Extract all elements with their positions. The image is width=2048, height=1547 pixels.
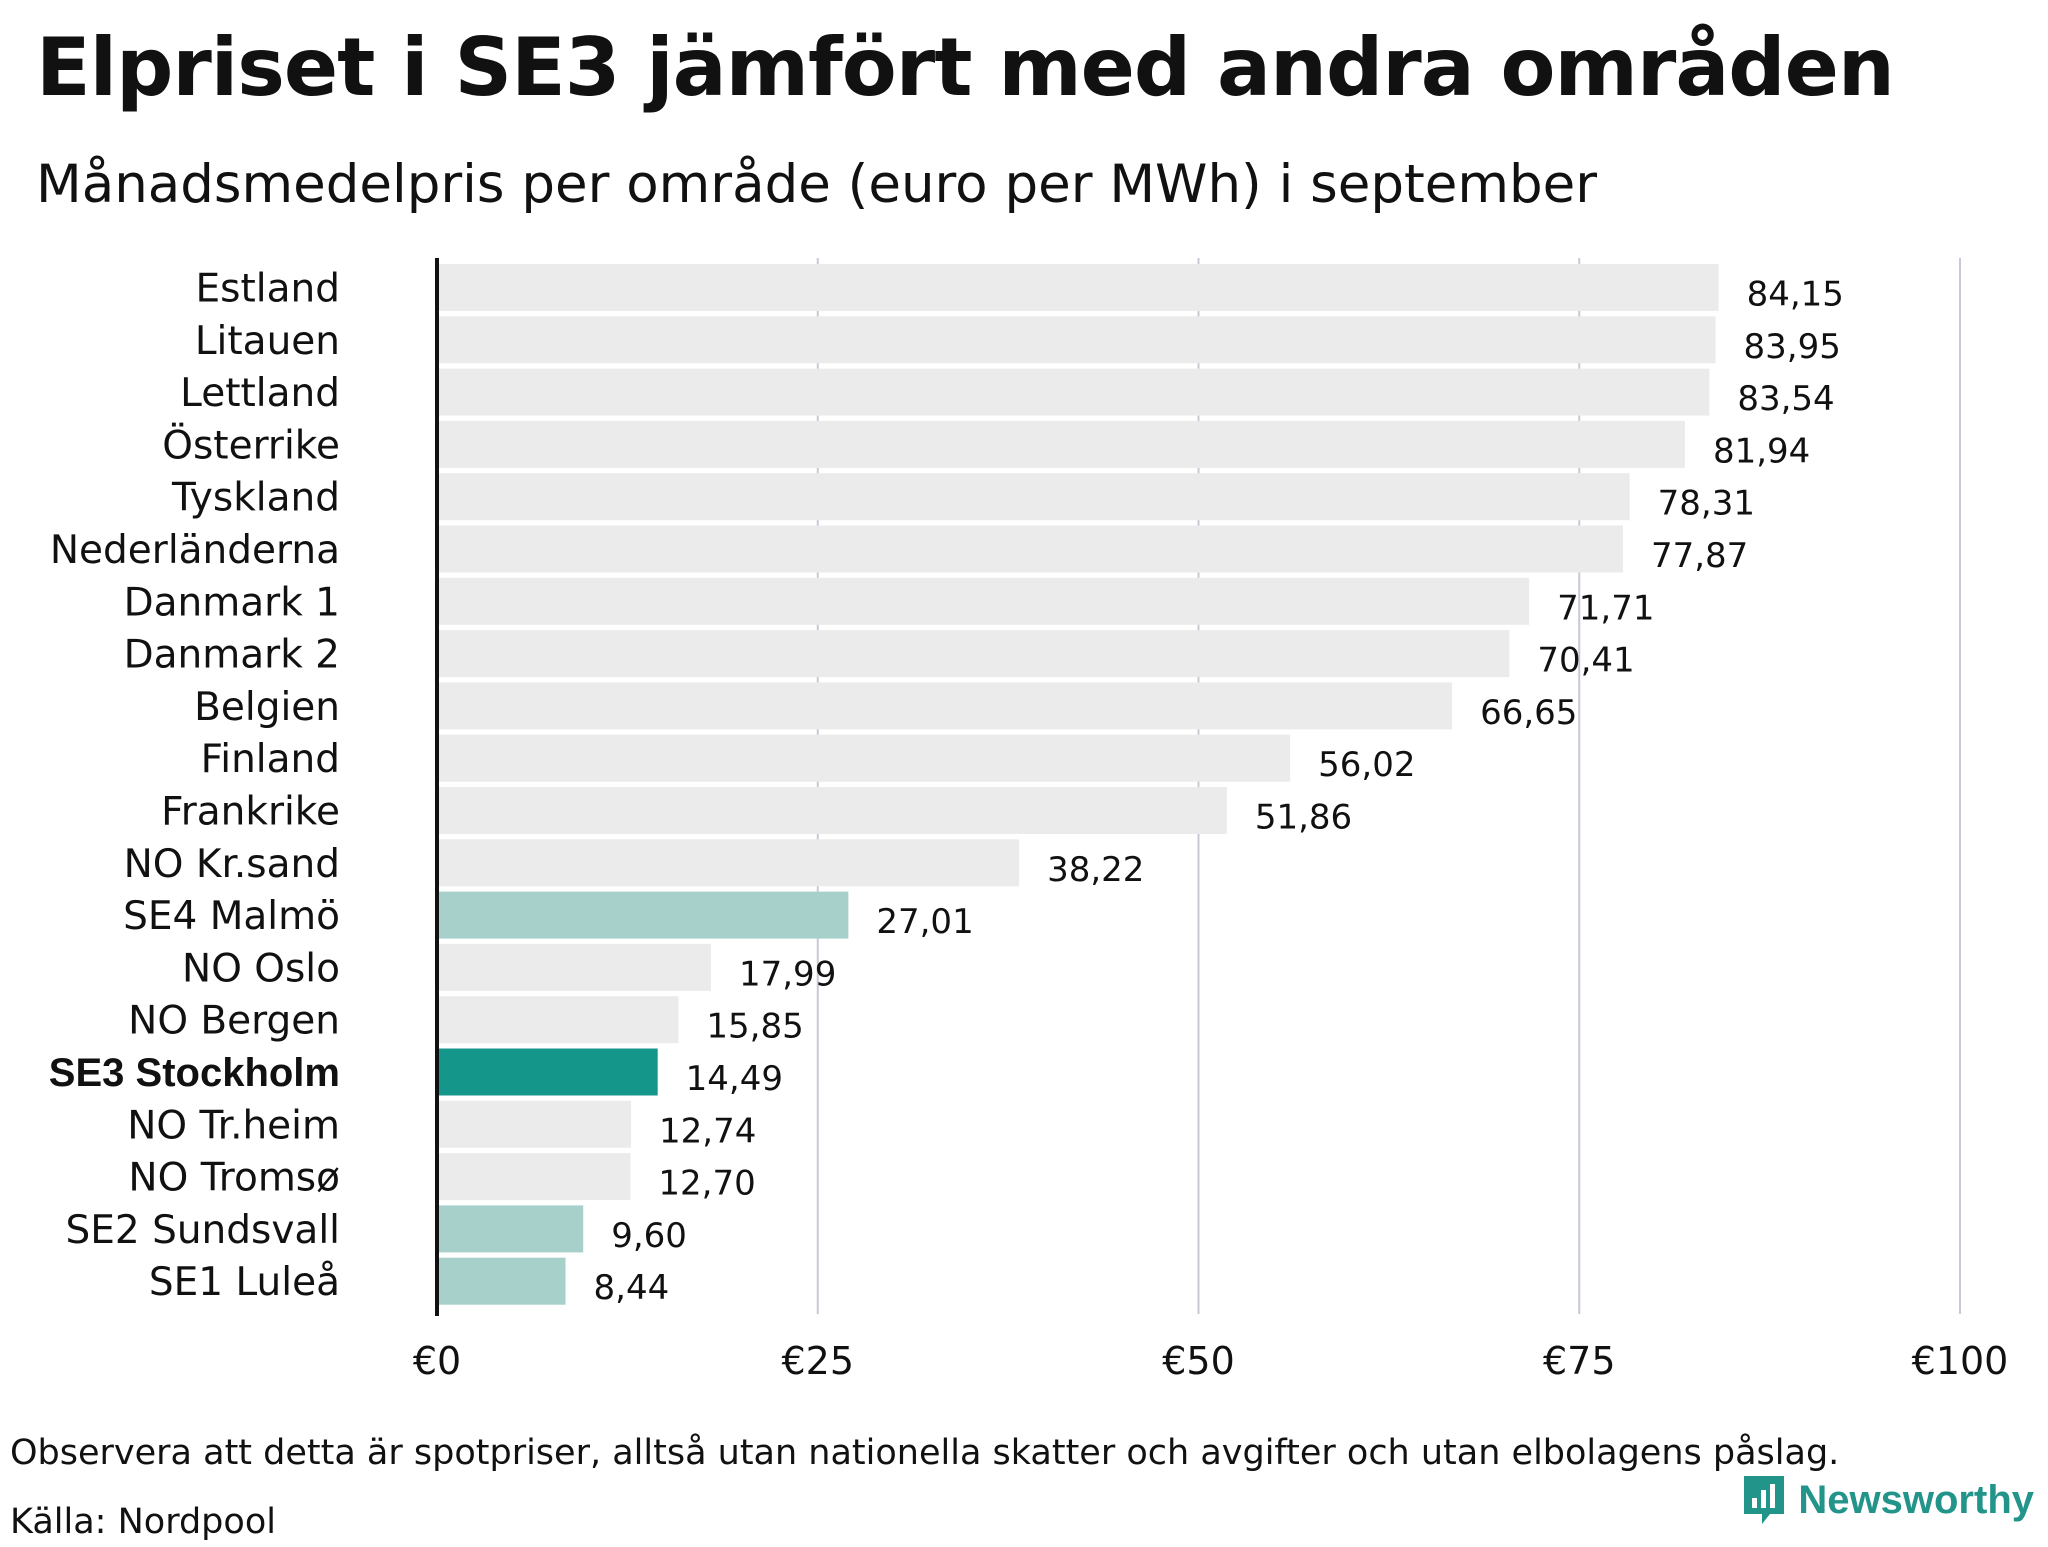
category-label: NO Tromsø	[128, 1156, 340, 1201]
x-tick-label: €100	[1912, 1339, 2009, 1383]
category-label: NO Kr.sand	[124, 842, 340, 887]
category-label: Litauen	[195, 319, 340, 364]
bar	[437, 1100, 632, 1148]
value-label: 84,15	[1747, 275, 1844, 315]
value-label: 77,87	[1651, 536, 1748, 576]
category-label: Nederländerna	[50, 528, 340, 573]
value-label: 66,65	[1480, 693, 1577, 733]
bar	[437, 891, 849, 939]
category-label: SE3 Stockholm	[49, 1051, 340, 1095]
category-label: SE2 Sundsvall	[65, 1208, 340, 1253]
source-label: Källa: Nordpool	[10, 1502, 276, 1542]
category-label: Belgien	[194, 685, 340, 730]
bars	[437, 264, 1719, 1305]
bar	[437, 630, 1510, 678]
bar	[437, 1205, 584, 1253]
x-tick-label: €75	[1543, 1339, 1616, 1383]
bar	[437, 943, 711, 991]
category-label: Lettland	[180, 371, 340, 416]
category-labels: Estland Litauen Lettland Österrike Tyskland N…	[49, 267, 340, 1306]
value-label: 83,95	[1744, 327, 1841, 367]
value-label: 8,44	[594, 1268, 670, 1308]
value-label: 27,01	[876, 902, 973, 942]
x-tick-label: €50	[1162, 1339, 1235, 1383]
x-axis-tick-labels: €0 €25 €50 €75 €100	[413, 1339, 2009, 1383]
value-label: 51,86	[1255, 798, 1352, 838]
category-label: NO Bergen	[128, 999, 340, 1044]
chart-subtitle: Månadsmedelpris per område (euro per MWh…	[36, 154, 1598, 215]
bar	[437, 264, 1719, 311]
bar	[437, 1048, 658, 1096]
value-label: 70,41	[1537, 641, 1634, 681]
bar	[437, 473, 1630, 521]
value-label: 17,99	[739, 954, 836, 994]
category-label: Finland	[201, 737, 340, 782]
bar	[437, 734, 1291, 782]
bar	[437, 368, 1710, 416]
brand-name: Newsworthy	[1798, 1477, 2034, 1522]
newsworthy-logo-icon	[1744, 1476, 1785, 1524]
value-labels: 84,15 83,95 83,54 81,94 78,31 77,87 71,71 70,41…	[594, 275, 1844, 1309]
value-label: 78,31	[1658, 484, 1755, 524]
bar	[437, 525, 1623, 573]
value-label: 12,74	[659, 1111, 756, 1151]
value-label: 12,70	[658, 1164, 755, 1204]
value-label: 15,85	[706, 1007, 803, 1047]
bar	[437, 1153, 631, 1201]
bar	[437, 577, 1530, 625]
value-label: 14,49	[686, 1059, 783, 1099]
category-label: Frankrike	[161, 790, 340, 835]
category-label: Tyskland	[171, 476, 340, 521]
value-label: 38,22	[1047, 850, 1144, 890]
category-label: Danmark 2	[124, 633, 340, 678]
category-label: NO Tr.heim	[127, 1103, 340, 1148]
category-label: Estland	[196, 267, 340, 312]
category-label: SE4 Malmö	[123, 894, 340, 939]
bar	[437, 420, 1685, 468]
value-label: 83,54	[1737, 379, 1834, 419]
value-label: 81,94	[1713, 431, 1810, 471]
footnote: Observera att detta är spotpriser, allts…	[10, 1433, 1840, 1473]
bar	[437, 787, 1227, 834]
x-tick-label: €25	[781, 1339, 854, 1383]
x-tick-label: €0	[413, 1339, 461, 1383]
bar-chart: Estland Litauen Lettland Österrike Tyskland N…	[49, 258, 2009, 1383]
category-label: Danmark 1	[124, 580, 340, 625]
value-label: 56,02	[1318, 745, 1415, 785]
bar	[437, 682, 1453, 730]
bar	[437, 1257, 566, 1305]
category-label: NO Oslo	[182, 946, 340, 991]
bar	[437, 316, 1716, 364]
bar	[437, 839, 1020, 887]
chart-title: Elpriset i SE3 jämfört med andra områden	[36, 21, 1895, 114]
bar	[437, 996, 679, 1044]
category-label: Österrike	[162, 422, 340, 468]
brand-logo: Newsworthy	[1740, 1472, 2034, 1528]
value-label: 71,71	[1557, 588, 1654, 628]
value-label: 9,60	[611, 1216, 687, 1256]
category-label: SE1 Luleå	[149, 1260, 340, 1305]
